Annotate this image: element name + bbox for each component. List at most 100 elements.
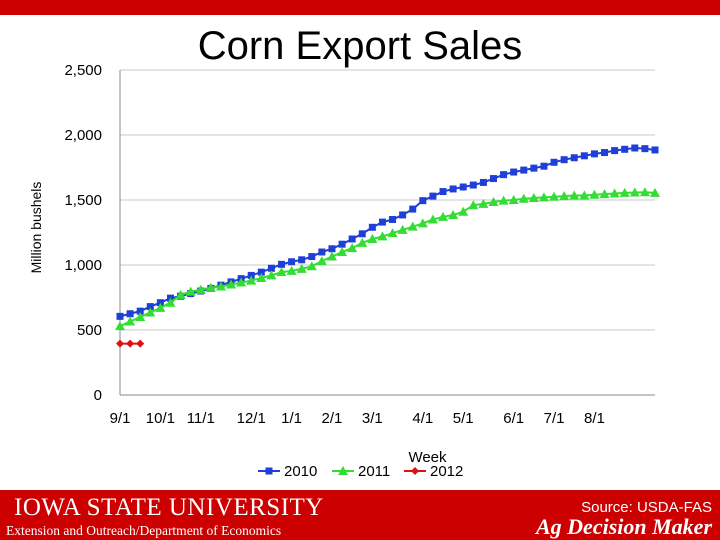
data-point-2011 bbox=[538, 192, 549, 202]
data-point-2010 bbox=[338, 240, 346, 248]
data-point-2010 bbox=[580, 152, 588, 160]
data-point-2010 bbox=[520, 166, 528, 174]
data-point-2010 bbox=[368, 223, 376, 231]
data-point-2010 bbox=[116, 312, 124, 320]
data-point-2011 bbox=[397, 224, 408, 234]
data-point-2010 bbox=[530, 164, 538, 172]
data-point-2011 bbox=[468, 200, 479, 210]
data-point-2011 bbox=[215, 281, 226, 291]
data-point-2011 bbox=[569, 190, 580, 200]
data-point-2010 bbox=[429, 192, 437, 200]
x-tick-label: 5/1 bbox=[453, 410, 474, 427]
footer-bar: IOWA STATE UNIVERSITY Extension and Outr… bbox=[0, 490, 720, 540]
x-tick-label: 12/1 bbox=[237, 410, 266, 427]
data-point-2010 bbox=[318, 248, 326, 256]
data-point-2011 bbox=[125, 316, 136, 326]
data-point-2010 bbox=[459, 183, 467, 191]
data-point-2011 bbox=[508, 195, 519, 204]
brand-logo-text: Ag Decision Maker bbox=[536, 514, 712, 539]
data-point-2011 bbox=[488, 196, 499, 206]
data-point-2010 bbox=[631, 144, 639, 152]
data-point-2011 bbox=[185, 286, 196, 296]
data-point-2010 bbox=[601, 149, 609, 157]
data-point-2010 bbox=[469, 181, 477, 189]
data-point-2010 bbox=[500, 171, 508, 179]
data-point-2010 bbox=[257, 268, 265, 276]
data-point-2010 bbox=[641, 145, 649, 153]
x-tick-label: 3/1 bbox=[362, 410, 383, 427]
data-point-2011 bbox=[256, 273, 267, 282]
legend-marker-2010 bbox=[265, 467, 273, 475]
y-tick-label: 1,500 bbox=[64, 192, 102, 209]
data-point-2011 bbox=[135, 312, 146, 321]
data-point-2011 bbox=[337, 247, 348, 256]
data-point-2011 bbox=[639, 187, 650, 197]
data-point-2011 bbox=[115, 321, 125, 331]
data-point-2010 bbox=[621, 145, 629, 153]
data-point-2011 bbox=[377, 231, 388, 241]
data-point-2010 bbox=[570, 154, 578, 162]
data-point-2010 bbox=[278, 260, 286, 268]
y-tick-label: 2,000 bbox=[64, 127, 102, 144]
data-point-2011 bbox=[599, 189, 610, 199]
data-point-2010 bbox=[358, 230, 366, 238]
data-point-2011 bbox=[195, 284, 206, 294]
data-point-2010 bbox=[126, 310, 134, 318]
y-axis-label: Million bushels bbox=[28, 182, 44, 274]
data-point-2010 bbox=[489, 175, 497, 183]
data-point-2011 bbox=[246, 275, 257, 285]
legend-label-2010: 2010 bbox=[284, 463, 317, 480]
data-point-2012 bbox=[126, 339, 135, 348]
data-point-2010 bbox=[298, 256, 306, 264]
data-point-2011 bbox=[316, 256, 327, 266]
data-point-2010 bbox=[399, 211, 407, 219]
data-point-2011 bbox=[629, 187, 640, 197]
data-point-2010 bbox=[439, 188, 447, 196]
y-tick-label: 1,000 bbox=[64, 257, 102, 274]
x-tick-label: 1/1 bbox=[281, 410, 302, 427]
x-tick-label: 2/1 bbox=[322, 410, 343, 427]
data-point-2010 bbox=[590, 150, 598, 158]
data-point-2011 bbox=[478, 198, 489, 208]
data-point-2010 bbox=[449, 185, 457, 193]
data-point-2010 bbox=[146, 303, 154, 311]
x-tick-label: 6/1 bbox=[503, 410, 524, 427]
data-point-2011 bbox=[387, 228, 398, 238]
data-point-2010 bbox=[308, 253, 316, 261]
data-point-2010 bbox=[389, 216, 397, 223]
data-point-2010 bbox=[560, 156, 568, 164]
legend-marker-2012 bbox=[411, 467, 419, 475]
data-point-2010 bbox=[136, 307, 144, 315]
data-point-2011 bbox=[417, 218, 428, 228]
data-point-2010 bbox=[479, 178, 487, 186]
data-point-2011 bbox=[357, 237, 368, 247]
data-point-2011 bbox=[236, 277, 247, 287]
data-point-2011 bbox=[458, 206, 469, 216]
data-point-2010 bbox=[156, 299, 164, 307]
x-tick-label: 4/1 bbox=[412, 410, 433, 427]
data-point-2011 bbox=[296, 263, 307, 273]
data-point-2011 bbox=[528, 193, 539, 203]
data-point-2011 bbox=[579, 190, 590, 200]
legend-marker-2011 bbox=[338, 466, 348, 475]
data-point-2010 bbox=[288, 258, 296, 266]
data-point-2011 bbox=[438, 211, 449, 221]
data-point-2011 bbox=[347, 243, 358, 253]
data-point-2010 bbox=[409, 205, 417, 213]
data-point-2011 bbox=[326, 251, 337, 261]
x-tick-label: 11/1 bbox=[187, 410, 215, 427]
data-point-2011 bbox=[276, 267, 287, 277]
data-point-2010 bbox=[247, 271, 255, 279]
data-point-2011 bbox=[286, 265, 297, 275]
data-point-2010 bbox=[328, 245, 336, 253]
legend-label-2012: 2012 bbox=[430, 463, 463, 480]
x-tick-label: 10/1 bbox=[146, 410, 175, 427]
data-point-2011 bbox=[367, 234, 378, 243]
data-point-2011 bbox=[427, 214, 438, 224]
data-point-2011 bbox=[589, 189, 600, 199]
data-point-2010 bbox=[267, 264, 275, 272]
series-line-2011 bbox=[119, 191, 656, 328]
data-point-2011 bbox=[205, 282, 216, 292]
data-point-2011 bbox=[165, 297, 176, 307]
legend-label-2011: 2011 bbox=[358, 463, 390, 480]
